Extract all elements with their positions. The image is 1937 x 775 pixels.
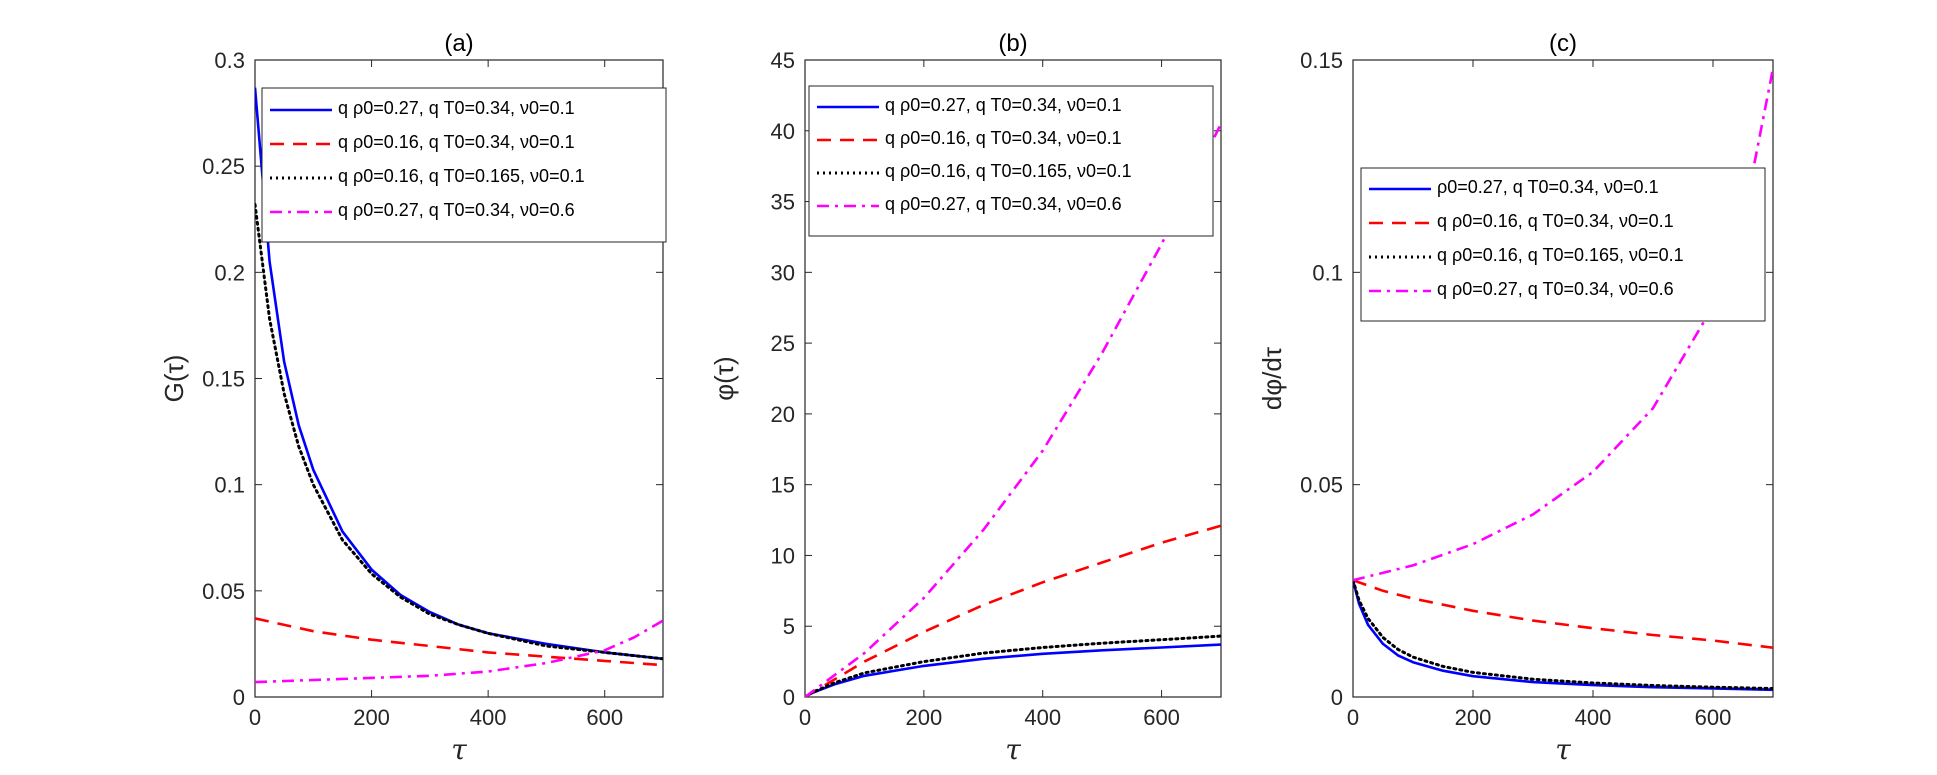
x-tick-label: 200 [905,705,942,730]
legend-entry: q ρ0=0.16, q T0=0.165, ν0=0.1 [338,166,585,186]
y-tick-label: 25 [771,331,795,356]
series-line-2 [805,524,1221,697]
series-line-4 [1353,68,1773,582]
x-tick-label: 400 [470,705,507,730]
y-tick-label: 0.3 [214,48,245,73]
panel-title: (a) [444,30,473,57]
y-tick-label: 0.25 [202,154,245,179]
series-line-3 [255,202,663,661]
y-tick-label: 5 [783,614,795,639]
legend: q ρ0=0.27, q T0=0.34, ν0=0.1 q ρ0=0.16, q… [808,85,1214,237]
series-line-2 [255,617,663,667]
x-tick-label: 0 [249,705,261,730]
y-axis-label: G(τ) [159,355,189,403]
y-tick-label: 0.1 [1312,260,1343,285]
series-line-1 [255,87,663,661]
y-tick-label: 20 [771,402,795,427]
legend: q ρ0=0.27, q T0=0.34, ν0=0.1 q ρ0=0.16, q… [261,87,667,243]
legend-entry: q ρ0=0.16, q T0=0.34, ν0=0.1 [1437,211,1674,231]
series-line-4 [805,123,1221,697]
legend-entry: q ρ0=0.16, q T0=0.34, ν0=0.1 [885,128,1122,148]
legend-entry: q ρ0=0.16, q T0=0.34, ν0=0.1 [338,132,575,152]
series-line-3 [805,634,1221,697]
x-tick-label: 200 [353,705,390,730]
legend-entry: q ρ0=0.27, q T0=0.34, ν0=0.6 [885,194,1122,214]
x-tick-label: 600 [1143,705,1180,730]
legend-box [261,87,667,243]
legend-entry: q ρ0=0.27, q T0=0.34, ν0=0.1 [885,95,1122,115]
legend: ρ0=0.27, q T0=0.34, ν0=0.1 q ρ0=0.16, q T… [1360,167,1766,322]
y-tick-label: 10 [771,543,795,568]
legend-entry: q ρ0=0.27, q T0=0.34, ν0=0.6 [1437,279,1674,299]
panel-title: (c) [1549,30,1577,57]
series-line-3 [1353,578,1773,690]
y-axis-label: φ(τ) [709,356,739,400]
x-axis-label: τ [1555,733,1571,766]
legend-box [1360,167,1766,322]
x-tick-label: 0 [1347,705,1359,730]
panel-c: (c) 0 200 400 600 0 0.05 0.1 0.15 τ dφ/dτ ρ0=0.27, … [1257,30,1774,766]
legend-entry: ρ0=0.27, q T0=0.34, ν0=0.1 [1437,177,1659,197]
y-tick-label: 35 [771,190,795,215]
x-tick-label: 600 [586,705,623,730]
y-tick-label: 30 [771,260,795,285]
panel-a: (a) 0 200 400 600 0 0.05 0.1 0.15 0.2 0.25 0.3 τ G(τ)… [159,30,667,766]
x-tick-label: 600 [1695,705,1732,730]
series-line-1 [1353,579,1773,692]
x-tick-label: 0 [799,705,811,730]
panel-title: (b) [998,30,1027,57]
axes-box [804,59,1222,698]
y-tick-label: 0.1 [214,473,245,498]
y-tick-label: 40 [771,119,795,144]
y-tick-label: 45 [771,48,795,73]
y-tick-label: 0 [783,685,795,710]
x-tick-label: 400 [1024,705,1061,730]
series-line-2 [1353,578,1773,649]
y-tick-label: 15 [771,473,795,498]
y-tick-label: 0 [233,685,245,710]
y-axis-label: dφ/dτ [1257,346,1287,410]
x-tick-label: 400 [1575,705,1612,730]
y-tick-label: 0.05 [202,579,245,604]
x-axis-label: τ [1005,733,1021,766]
y-tick-label: 0.2 [214,260,245,285]
y-tick-label: 0.15 [1300,48,1343,73]
series-line-1 [805,643,1221,697]
y-tick-label: 0.05 [1300,473,1343,498]
x-axis-label: τ [451,733,467,766]
axes-box [1352,59,1774,698]
legend-box [808,85,1214,237]
legend-entry: q ρ0=0.27, q T0=0.34, ν0=0.6 [338,200,575,220]
legend-entry: q ρ0=0.16, q T0=0.165, ν0=0.1 [885,161,1132,181]
legend-entry: q ρ0=0.27, q T0=0.34, ν0=0.1 [338,98,575,118]
legend-entry: q ρ0=0.16, q T0=0.165, ν0=0.1 [1437,245,1684,265]
x-tick-label: 200 [1455,705,1492,730]
y-tick-label: 0.15 [202,367,245,392]
panel-b: (b) 0 200 400 600 0 5 10 15 20 25 30 35 40 45 τ φ(τ) q ρ0… [709,30,1222,766]
y-tick-label: 0 [1331,685,1343,710]
